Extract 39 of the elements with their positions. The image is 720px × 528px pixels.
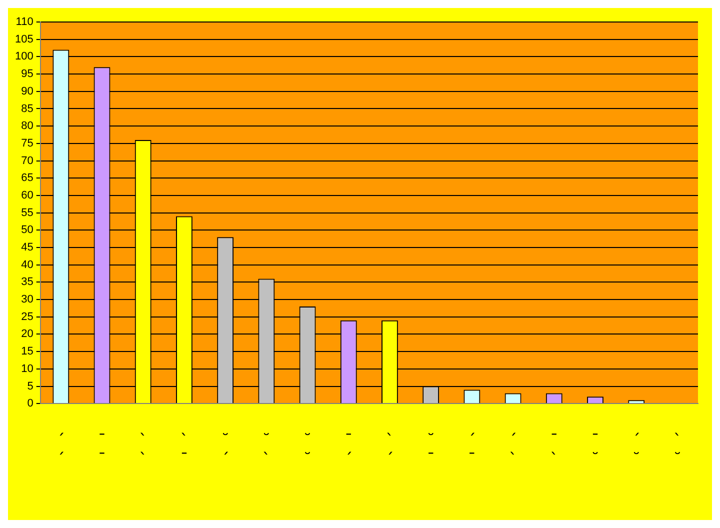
y-tick-label: 75 (21, 137, 34, 150)
x-tick-label: ˘ ˘ (304, 430, 312, 469)
x-tick-label: ˊ ˉ (468, 430, 476, 469)
x-tick-label: ˘ ˋ (262, 430, 270, 469)
x-tick-label: ˉ ˉ (98, 430, 106, 469)
y-tick-label: 55 (21, 206, 34, 219)
y-tick-label: 110 (16, 16, 34, 28)
y-tick-label: 100 (14, 50, 34, 63)
x-tick-label: ˋ ˋ (139, 430, 148, 469)
y-tick-label: 90 (21, 85, 34, 98)
y-tick-label: 50 (21, 224, 34, 236)
x-tick-label: ˊ ˊ (56, 430, 65, 469)
x-tick-label: ˋ ˘ (673, 430, 682, 469)
y-tick-label: 15 (21, 346, 34, 358)
x-tick-label: ˉ ˋ (550, 430, 558, 469)
y-tick-label: 35 (21, 276, 34, 288)
y-tick-label: 60 (21, 189, 34, 202)
y-tick-label: 65 (21, 172, 34, 184)
y-tick-label: 30 (21, 294, 34, 306)
y-tick-label: 95 (21, 68, 34, 80)
x-tick-label: ˉ ˊ (344, 430, 353, 469)
x-tick-label: ˊ ˘ (632, 430, 640, 469)
y-tick-label: 70 (21, 154, 34, 167)
y-tick-label: 10 (21, 362, 34, 375)
x-tick-label: ˊ ˋ (509, 430, 518, 469)
y-tick-label: 40 (21, 258, 34, 271)
y-tick-label: 80 (21, 120, 34, 132)
y-tick-label: 25 (21, 310, 34, 323)
y-tick-label: 20 (21, 328, 34, 340)
x-tick-label: ˉ ˘ (591, 430, 600, 469)
y-tick-label: 5 (27, 380, 34, 392)
x-tick-label: ˋ ˉ (180, 430, 188, 469)
y-tick-label: 85 (21, 102, 34, 115)
y-tick-label: 0 (27, 398, 34, 410)
x-tick-label: ˘ ˊ (221, 430, 230, 469)
x-tick-label: ˘ ˉ (426, 430, 435, 469)
y-tick-label: 45 (21, 242, 34, 254)
x-tick-label: ˋ ˊ (386, 430, 394, 469)
y-tick-label: 105 (14, 33, 34, 46)
